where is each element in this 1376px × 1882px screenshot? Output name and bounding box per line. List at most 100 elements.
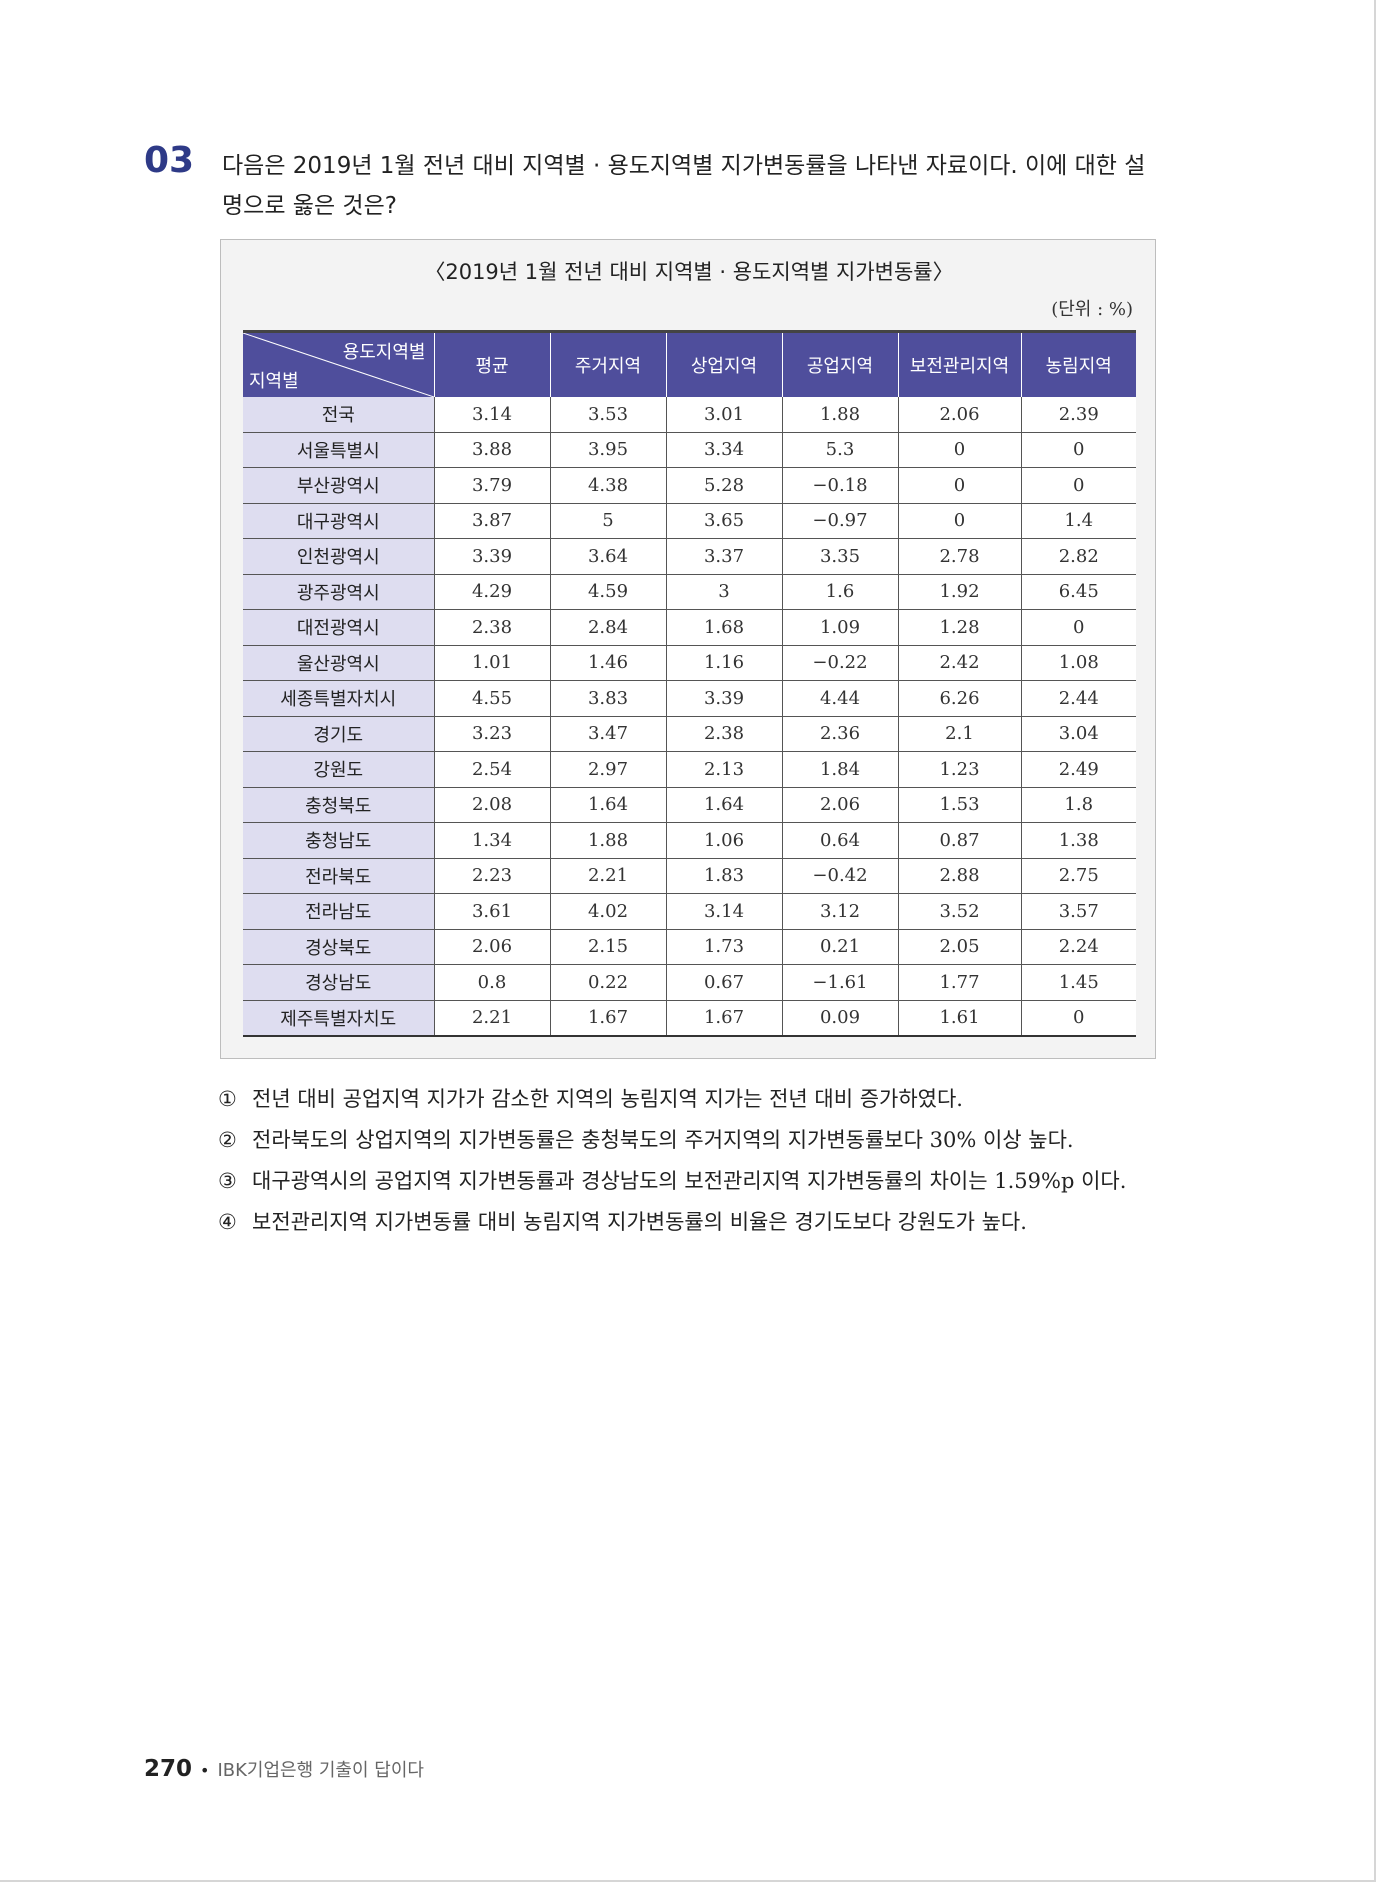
option-text: 전라북도의 상업지역의 지가변동률은 충청북도의 주거지역의 지가변동률보다 3… [252, 1128, 1074, 1152]
region-cell: 강원도 [243, 751, 434, 788]
answer-options: ① 전년 대비 공업지역 지가가 감소한 지역의 농림지역 지가는 전년 대비 … [218, 1079, 1168, 1243]
table-row: 울산광역시 1.01 1.46 1.16 −0.22 2.42 1.08 [243, 645, 1136, 681]
table-row: 충청남도 1.34 1.88 1.06 0.64 0.87 1.38 [243, 822, 1136, 859]
value-cell: 2.06 [433, 929, 550, 965]
table-body: 전국 3.14 3.53 3.01 1.88 2.06 2.39 서울특별시 3.88 3.95 3… [243, 397, 1136, 1037]
value-cell: 3.52 [897, 893, 1021, 930]
value-cell: 4.59 [549, 574, 666, 610]
value-cell: 0.8 [433, 964, 550, 1001]
value-cell: 1.34 [433, 822, 550, 859]
value-cell: 1.28 [897, 609, 1021, 646]
value-cell: 0.09 [781, 1000, 898, 1037]
value-cell: 3.23 [433, 716, 550, 752]
table-row: 광주광역시 4.29 4.59 3 1.6 1.92 6.45 [243, 574, 1136, 610]
value-cell: 1.84 [781, 751, 898, 788]
value-cell: 1.77 [897, 964, 1021, 1001]
region-cell: 제주특별자치도 [243, 1000, 434, 1037]
value-cell: 3.35 [781, 538, 898, 575]
value-cell: 1.16 [665, 645, 782, 681]
value-cell: 3.34 [665, 432, 782, 468]
value-cell: 2.23 [433, 858, 550, 894]
option-2[interactable]: ② 전라북도의 상업지역의 지가변동률은 충청북도의 주거지역의 지가변동률보다… [218, 1120, 1168, 1161]
value-cell: 4.38 [549, 467, 666, 504]
corner-label-region: 지역별 [249, 371, 299, 392]
value-cell: 0.22 [549, 964, 666, 1001]
value-cell: 0 [897, 467, 1021, 504]
value-cell: 1.8 [1020, 787, 1136, 823]
value-cell: 2.08 [433, 787, 550, 823]
region-cell: 경기도 [243, 716, 434, 752]
value-cell: 1.64 [549, 787, 666, 823]
value-cell: 1.68 [665, 609, 782, 646]
region-cell: 세종특별자치시 [243, 680, 434, 717]
value-cell: 1.67 [549, 1000, 666, 1037]
column-header: 평균 [433, 330, 550, 397]
column-header: 주거지역 [549, 330, 666, 397]
value-cell: 3.57 [1020, 893, 1136, 930]
value-cell: −0.97 [781, 503, 898, 539]
option-3[interactable]: ③ 대구광역시의 공업지역 지가변동률과 경상남도의 보전관리지역 지가변동률의… [218, 1161, 1168, 1202]
option-mark: ④ [218, 1210, 237, 1234]
value-cell: 2.24 [1020, 929, 1136, 965]
value-cell: 1.01 [433, 645, 550, 681]
value-cell: 1.46 [549, 645, 666, 681]
table-box: 〈2019년 1월 전년 대비 지역별 · 용도지역별 지가변동률〉 (단위 :… [220, 239, 1156, 1059]
value-cell: 1.88 [781, 397, 898, 433]
value-cell: 2.82 [1020, 538, 1136, 575]
question-text: 다음은 2019년 1월 전년 대비 지역별 · 용도지역별 지가변동률을 나타… [222, 153, 1146, 219]
column-header: 상업지역 [665, 330, 782, 397]
page-footer: 270 • IBK기업은행 기출이 답이다 [144, 1756, 424, 1782]
value-cell: 2.49 [1020, 751, 1136, 788]
table-row: 전국 3.14 3.53 3.01 1.88 2.06 2.39 [243, 397, 1136, 433]
value-cell: 0 [1020, 432, 1136, 468]
option-4[interactable]: ④ 보전관리지역 지가변동률 대비 농림지역 지가변동률의 비율은 경기도보다 … [218, 1202, 1168, 1243]
value-cell: 1.83 [665, 858, 782, 894]
land-price-table: 용도지역별 지역별 평균 주거지역 상업지역 공업지역 보전관리지역 농림지역 … [243, 330, 1136, 1037]
column-header: 공업지역 [781, 330, 898, 397]
page-number: 270 [144, 1756, 193, 1782]
value-cell: 1.88 [549, 822, 666, 859]
value-cell: 3.88 [433, 432, 550, 468]
value-cell: 0 [897, 503, 1021, 539]
value-cell: 3.39 [433, 538, 550, 575]
value-cell: 1.64 [665, 787, 782, 823]
table-row: 전라남도 3.61 4.02 3.14 3.12 3.52 3.57 [243, 893, 1136, 930]
value-cell: 1.4 [1020, 503, 1136, 539]
value-cell: 3.65 [665, 503, 782, 539]
region-cell: 전라북도 [243, 858, 434, 894]
value-cell: 0 [1020, 1000, 1136, 1037]
value-cell: 2.54 [433, 751, 550, 788]
value-cell: 4.55 [433, 680, 550, 717]
value-cell: 3.12 [781, 893, 898, 930]
value-cell: 4.29 [433, 574, 550, 610]
table-title: 〈2019년 1월 전년 대비 지역별 · 용도지역별 지가변동률〉 [424, 260, 954, 284]
value-cell: 2.36 [781, 716, 898, 752]
table-row: 경기도 3.23 3.47 2.38 2.36 2.1 3.04 [243, 716, 1136, 752]
value-cell: 3.39 [665, 680, 782, 717]
value-cell: 5.28 [665, 467, 782, 504]
value-cell: 0.67 [665, 964, 782, 1001]
table-row: 경상북도 2.06 2.15 1.73 0.21 2.05 2.24 [243, 929, 1136, 965]
value-cell: 1.61 [897, 1000, 1021, 1037]
option-1[interactable]: ① 전년 대비 공업지역 지가가 감소한 지역의 농림지역 지가는 전년 대비 … [218, 1079, 1168, 1120]
value-cell: 2.38 [433, 609, 550, 646]
value-cell: 4.44 [781, 680, 898, 717]
value-cell: 1.08 [1020, 645, 1136, 681]
page-right-edge [1374, 0, 1376, 1882]
table-row: 대구광역시 3.87 5 3.65 −0.97 0 1.4 [243, 503, 1136, 539]
table-unit: (단위 : %) [1051, 299, 1133, 320]
value-cell: 0.21 [781, 929, 898, 965]
value-cell: 6.26 [897, 680, 1021, 717]
value-cell: 1.67 [665, 1000, 782, 1037]
value-cell: 3 [665, 574, 782, 610]
table-row: 서울특별시 3.88 3.95 3.34 5.3 0 0 [243, 432, 1136, 468]
value-cell: −1.61 [781, 964, 898, 1001]
region-cell: 경상남도 [243, 964, 434, 1001]
value-cell: −0.18 [781, 467, 898, 504]
value-cell: 1.73 [665, 929, 782, 965]
region-cell: 서울특별시 [243, 432, 434, 468]
option-mark: ③ [218, 1169, 237, 1193]
value-cell: 3.37 [665, 538, 782, 575]
value-cell: 1.6 [781, 574, 898, 610]
option-text: 전년 대비 공업지역 지가가 감소한 지역의 농림지역 지가는 전년 대비 증가… [252, 1087, 963, 1111]
